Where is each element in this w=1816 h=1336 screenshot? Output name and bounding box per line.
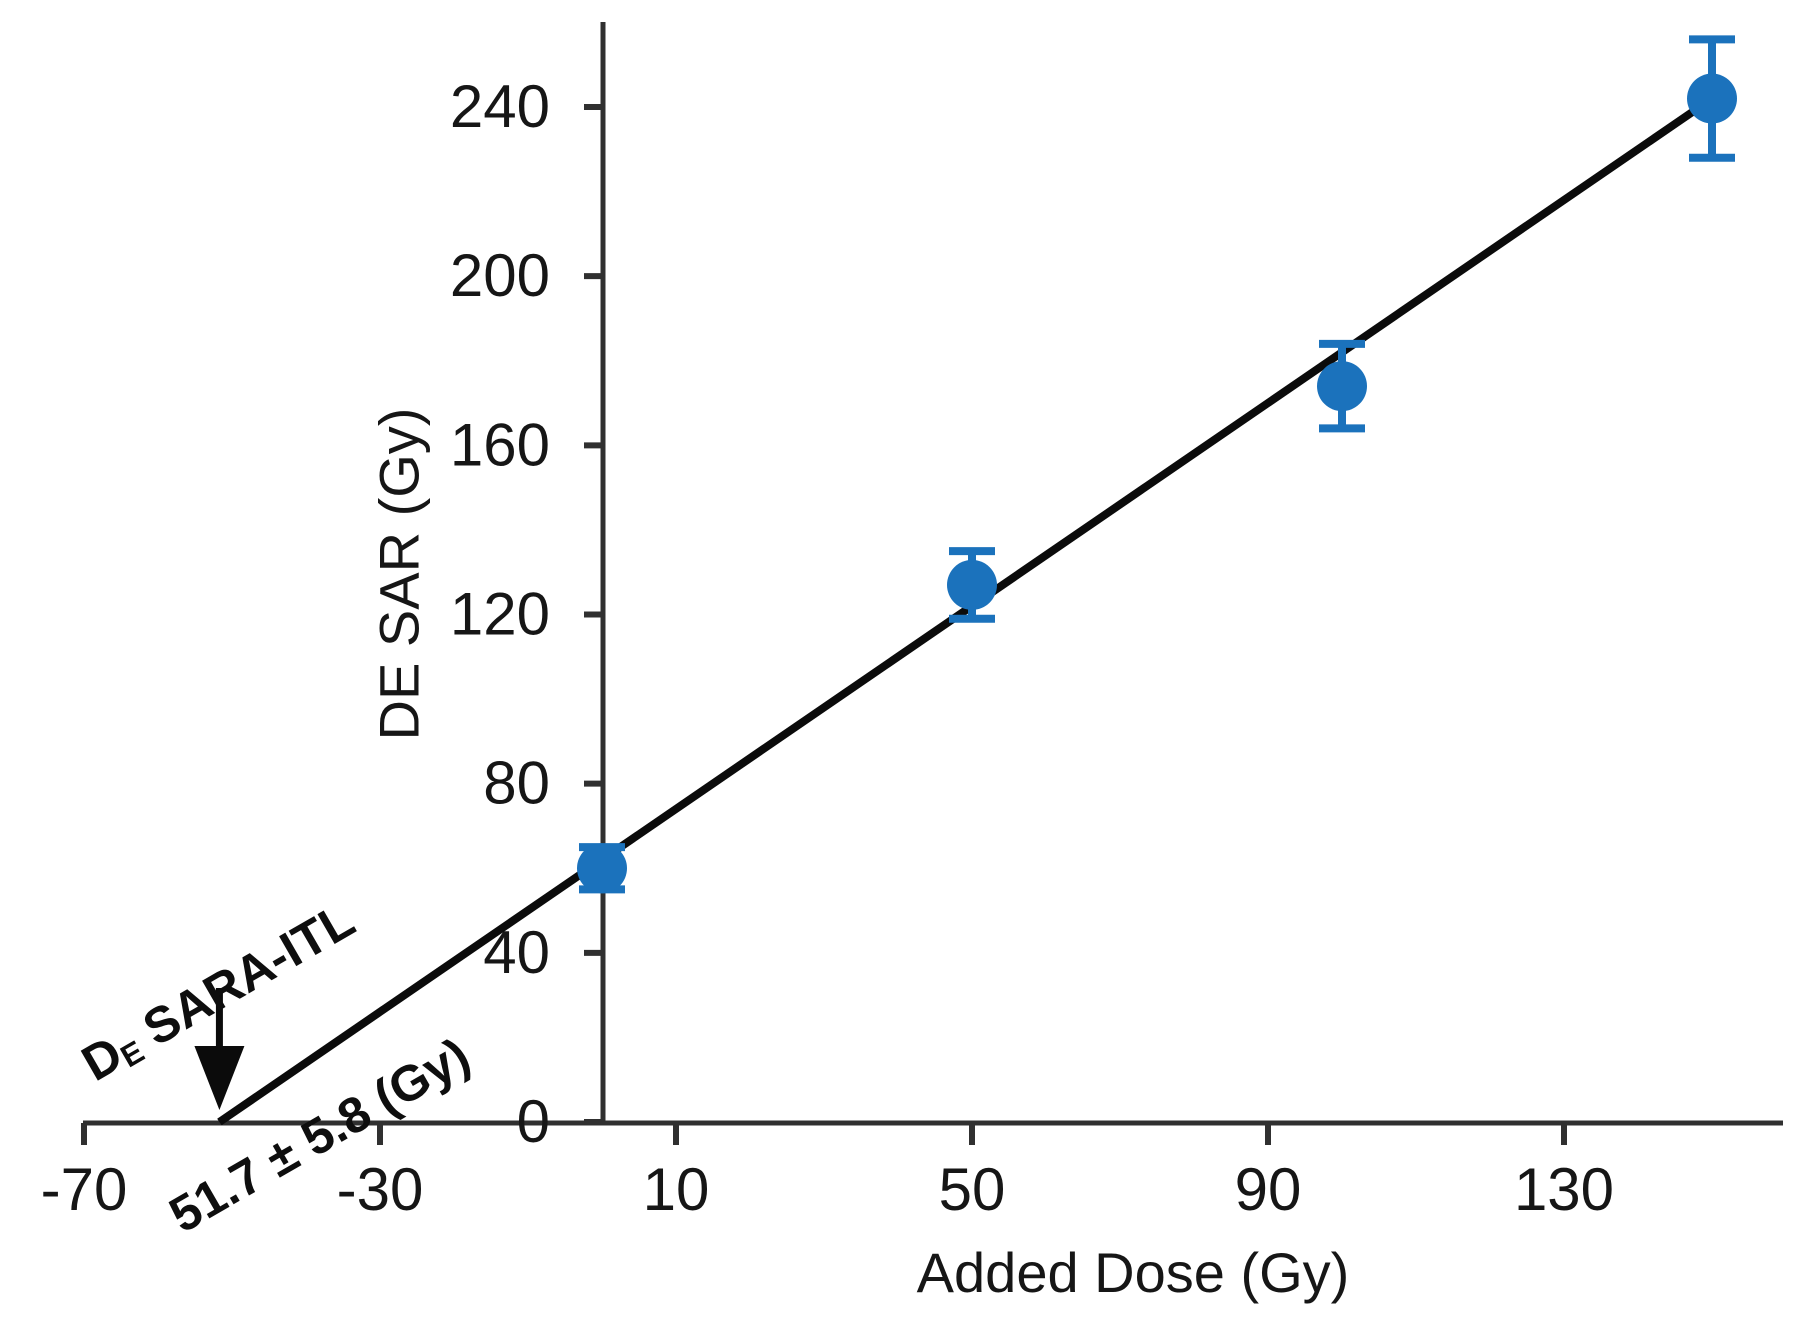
x-axis-title: Added Dose (Gy) — [916, 1241, 1350, 1304]
y-tick-label: 200 — [450, 242, 550, 309]
y-axis-title: DE SAR (Gy) — [367, 407, 431, 741]
x-tick-label: 130 — [1514, 1156, 1614, 1223]
x-tick-label: -30 — [337, 1156, 424, 1223]
data-point — [1317, 361, 1367, 412]
x-tick-label: 90 — [1235, 1156, 1302, 1223]
y-tick-label: 0 — [517, 1088, 550, 1155]
y-tick-label: 120 — [450, 581, 550, 648]
annotation-method-label: SARA-ITL — [121, 891, 364, 1064]
x-tick-label: -70 — [41, 1156, 128, 1223]
annotation-arrow-head — [194, 1046, 245, 1110]
y-tick-label: 160 — [450, 411, 550, 478]
annotation-line1: DE SARA-ITL — [72, 874, 392, 1093]
x-tick-label: 10 — [643, 1156, 710, 1223]
y-tick-label: 240 — [450, 73, 550, 140]
annotation-value-line: 51.7 ± 5.8 (Gy) — [159, 1026, 479, 1244]
fit-line — [217, 95, 1715, 1126]
data-point — [947, 559, 997, 610]
x-tick-label: 50 — [939, 1156, 1006, 1223]
data-point — [1687, 73, 1737, 124]
data-point — [577, 843, 627, 894]
y-tick-label: 80 — [483, 750, 550, 817]
y-tick-label: 40 — [483, 919, 550, 986]
